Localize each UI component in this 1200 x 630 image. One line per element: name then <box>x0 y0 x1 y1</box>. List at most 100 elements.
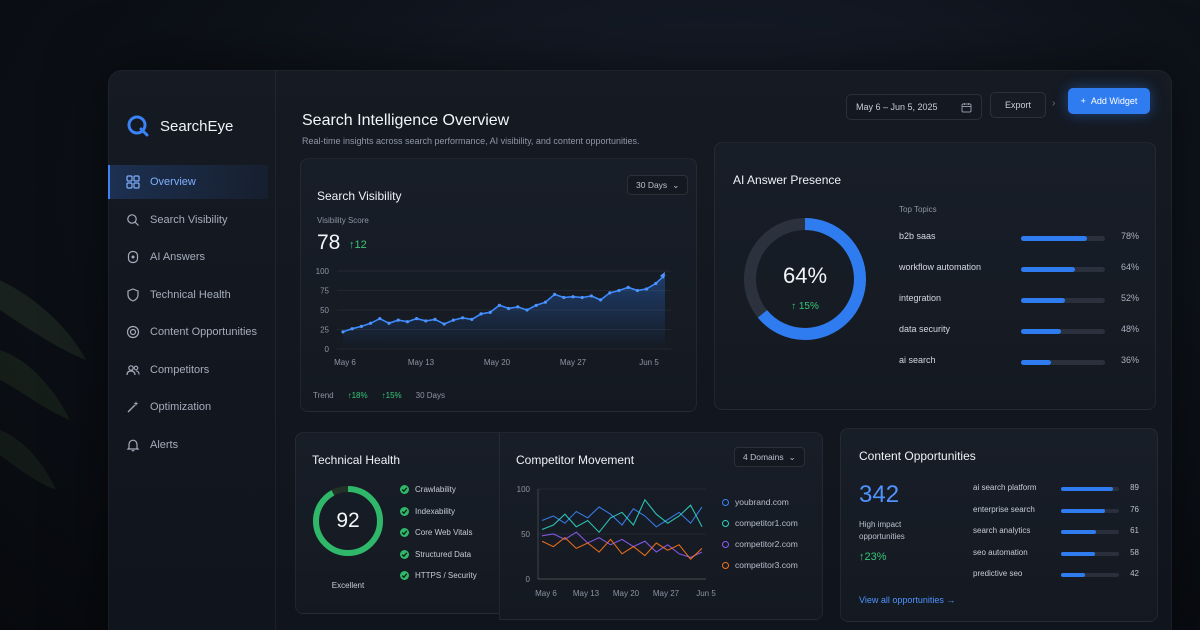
legend-label: competitor1.com <box>735 518 798 528</box>
y-tick-label: 100 <box>316 267 330 276</box>
domains-dropdown[interactable]: 4 Domains ⌄ <box>734 447 805 467</box>
legend-dot <box>722 498 729 506</box>
opportunity-value: 89 <box>1130 483 1139 492</box>
opportunity-row[interactable]: enterprise search 76 <box>973 505 1139 517</box>
score-delta-value: 12 <box>354 239 367 251</box>
trend-label: Trend <box>313 391 334 400</box>
ai-icon <box>127 250 139 264</box>
sidebar-item-label: Content Opportunities <box>150 326 258 338</box>
health-check-item: Core Web Vitals <box>400 528 473 537</box>
series-line <box>541 506 703 528</box>
data-point <box>516 305 520 309</box>
topic-bar-fill <box>1021 329 1062 334</box>
data-point <box>580 295 584 300</box>
data-point <box>645 287 649 291</box>
data-point <box>654 281 658 286</box>
ai-presence-delta: ↑ 15% <box>741 301 869 312</box>
sidebar-item-label: Competitors <box>150 363 210 376</box>
data-point <box>479 312 483 316</box>
topic-bar-fill <box>1021 360 1052 365</box>
bell-icon <box>126 439 140 451</box>
check-icon <box>400 528 409 537</box>
check-icon <box>400 485 409 494</box>
sidebar-item-label: Optimization <box>150 401 212 413</box>
topic-bar-fill <box>1021 298 1065 303</box>
arrow-up-icon: ↑ <box>791 301 797 312</box>
data-point <box>350 327 354 331</box>
trend-b-value: 15% <box>385 391 402 400</box>
series-line <box>541 536 703 561</box>
topic-row[interactable]: integration 52% <box>899 293 1139 307</box>
brand[interactable]: SearchEye <box>126 114 233 138</box>
x-tick-label: Jun 5 <box>639 358 659 367</box>
sidebar-item-ai-answers[interactable]: AI Answers <box>108 240 268 274</box>
opportunity-bar-fill <box>1061 573 1086 577</box>
legend-item[interactable]: competitor1.com <box>722 518 798 528</box>
data-point <box>543 300 547 304</box>
y-tick-label: 0 <box>325 345 330 354</box>
legend-item[interactable]: competitor2.com <box>722 539 798 549</box>
sidebar-item-alerts[interactable]: Alerts <box>108 428 268 462</box>
y-tick-label: 25 <box>320 326 329 335</box>
data-point <box>369 321 373 325</box>
series-area <box>343 274 665 349</box>
sidebar-item-content-opportunities[interactable]: Content Opportunities <box>108 315 268 349</box>
date-range-picker[interactable]: May 6 – Jun 5, 2025 <box>846 94 982 120</box>
opportunity-bar-fill <box>1061 508 1106 513</box>
topic-bar-track <box>1021 236 1105 241</box>
data-point <box>507 306 511 311</box>
opportunity-row[interactable]: predictive seo 42 <box>973 569 1139 581</box>
data-point <box>341 330 345 334</box>
opportunity-row[interactable]: ai search platform 89 <box>973 483 1139 495</box>
view-all-link[interactable]: View all opportunities → <box>859 595 955 605</box>
data-point <box>617 288 621 293</box>
check-icon <box>400 506 409 516</box>
ai-presence-arc <box>744 218 866 340</box>
sidebar-item-optimization[interactable]: Optimization <box>108 390 268 424</box>
calendar-icon <box>961 102 972 112</box>
data-point <box>608 291 612 295</box>
opportunity-bar-track <box>1061 551 1119 556</box>
sidebar-item-technical-health[interactable]: Technical Health <box>108 278 268 312</box>
opportunity-row[interactable]: search analytics 61 <box>973 526 1139 538</box>
topic-label: integration <box>899 293 942 303</box>
topic-row[interactable]: b2b saas 78% <box>899 231 1139 245</box>
date-range-value: May 6 – Jun 5, 2025 <box>856 102 938 112</box>
page-title: Search Intelligence Overview <box>302 112 510 129</box>
y-tick-label: 75 <box>320 287 329 296</box>
x-tick-label: Jun 5 <box>696 589 716 598</box>
sidebar-item-overview[interactable]: Overview <box>108 165 268 199</box>
topic-row[interactable]: ai search 36% <box>899 355 1139 369</box>
topic-percent: 64% <box>1120 262 1139 272</box>
add-widget-button[interactable]: + Add Widget <box>1068 88 1150 114</box>
health-check-item: Structured Data <box>400 549 471 559</box>
opportunity-bar-track <box>1061 487 1119 491</box>
data-point <box>497 303 501 307</box>
topic-row[interactable]: data security 48% <box>899 324 1139 338</box>
legend-item[interactable]: youbrand.com <box>722 497 789 507</box>
opportunity-label: ai search platform <box>973 483 1037 492</box>
data-point <box>635 288 639 293</box>
sidebar-item-search-visibility[interactable]: Search Visibility <box>108 203 268 237</box>
check-label: HTTPS / Security <box>415 571 477 580</box>
range-dropdown[interactable]: 30 Days ⌄ <box>627 175 689 195</box>
legend-item[interactable]: competitor3.com <box>722 560 798 570</box>
data-point <box>378 316 382 321</box>
data-point <box>589 294 593 298</box>
chevron-right-icon[interactable]: › <box>1052 98 1056 109</box>
search-icon <box>127 213 139 226</box>
opportunity-row[interactable]: seo automation 58 <box>973 548 1139 560</box>
search-visibility-card: Search Visibility 30 Days ⌄ Visibility S… <box>300 158 697 412</box>
topic-row[interactable]: workflow automation 64% <box>899 262 1139 276</box>
topic-bar-track <box>1021 329 1105 334</box>
data-point <box>626 285 630 289</box>
opportunity-delta: ↑23% <box>859 551 887 563</box>
check-label: Indexability <box>415 506 456 516</box>
health-check-item: HTTPS / Security <box>400 571 477 580</box>
export-button[interactable]: Export <box>990 92 1046 118</box>
card-title: Technical Health <box>312 453 401 467</box>
sidebar-item-competitors[interactable]: Competitors <box>108 353 268 387</box>
topic-bar-fill <box>1021 267 1075 272</box>
shield-icon <box>127 287 139 302</box>
sidebar-item-label: AI Answers <box>150 251 206 263</box>
